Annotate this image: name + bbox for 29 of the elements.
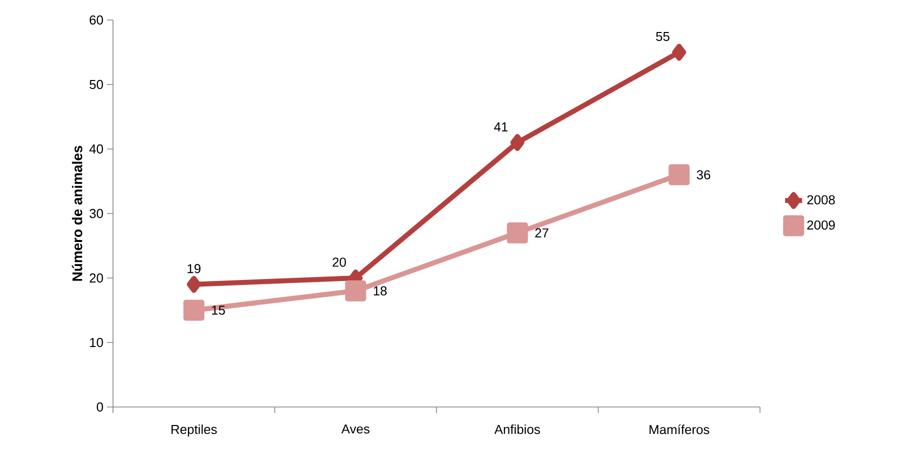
y-tick-label: 50	[90, 80, 103, 90]
data-label: 41	[494, 122, 508, 132]
point	[510, 134, 524, 152]
point	[506, 222, 528, 244]
y-tick-label: 20	[90, 273, 103, 283]
point	[186, 276, 201, 293]
point	[345, 280, 366, 302]
y-tick-label: 30	[90, 208, 103, 218]
legend-label: 2008	[807, 195, 835, 204]
data-label: 18	[374, 286, 387, 296]
data-label: 20	[332, 258, 346, 267]
data-label: 55	[656, 32, 670, 42]
point	[183, 300, 204, 321]
data-label: 15	[212, 306, 225, 315]
y-tick-label: 0	[96, 402, 103, 412]
x-tick-label: Anfibios	[494, 424, 540, 434]
y-axis-title: Número de animales	[72, 146, 82, 281]
legend-label: 2009	[807, 220, 835, 230]
x-tick-label: Reptiles	[172, 424, 217, 437]
point	[672, 44, 686, 61]
x-tick-label: Mamíferos	[650, 424, 710, 434]
y-tick-label: 40	[89, 144, 103, 154]
data-label: 27	[535, 228, 548, 238]
point	[668, 164, 690, 186]
y-tick-label: 10	[90, 338, 103, 348]
y-tick-label: 60	[90, 15, 103, 25]
x-tick-label: Aves	[341, 424, 370, 434]
data-label: 36	[696, 170, 710, 180]
data-label: 19	[188, 264, 200, 274]
